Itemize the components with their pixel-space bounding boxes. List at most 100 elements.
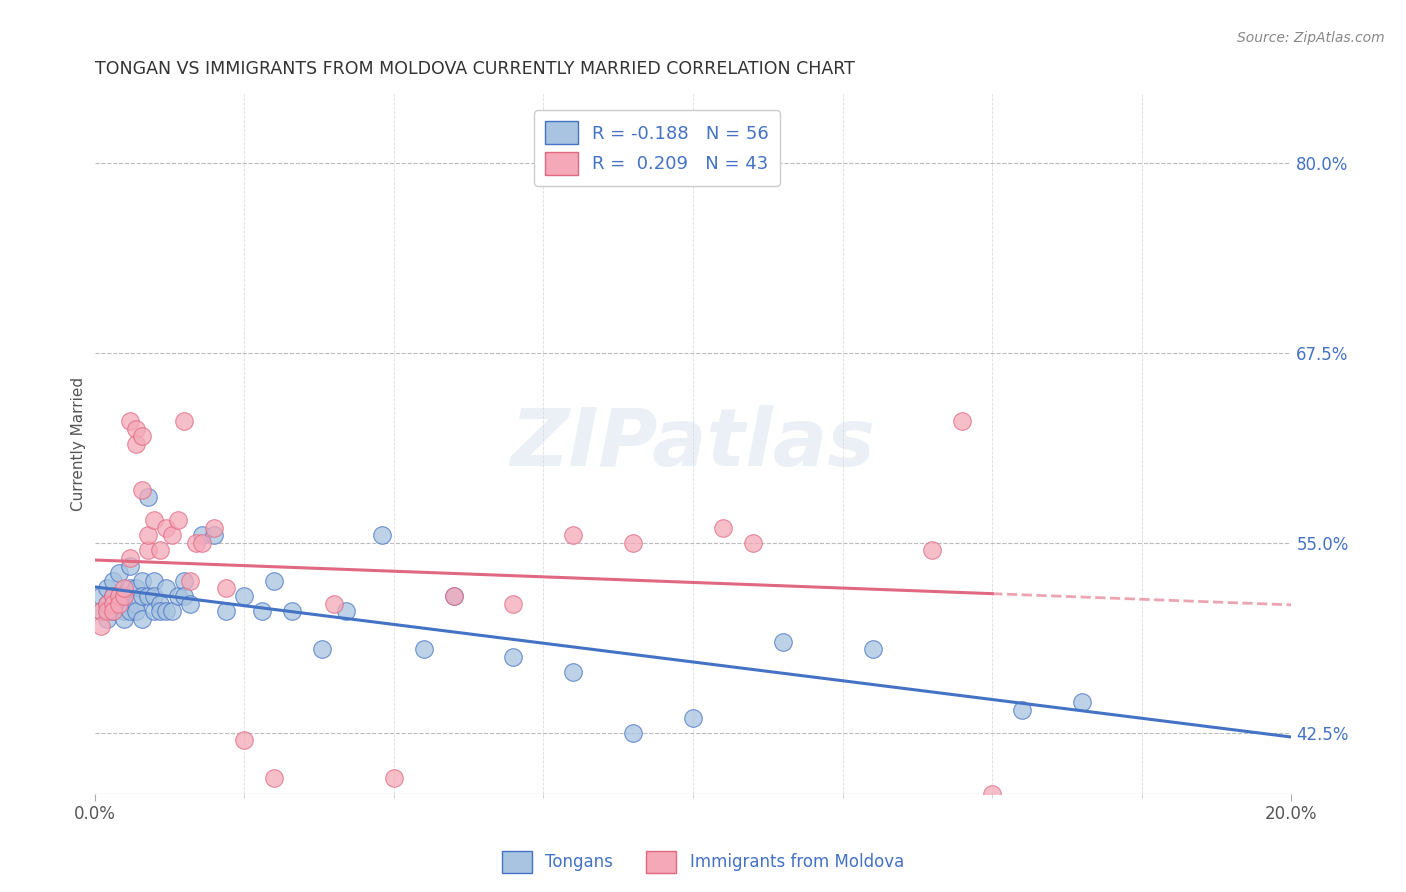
Point bbox=[90, 604, 112, 618]
Point bbox=[96, 582, 118, 596]
Point bbox=[131, 483, 153, 497]
Point bbox=[186, 536, 208, 550]
Point bbox=[131, 589, 153, 603]
Legend: R = -0.188   N = 56, R =  0.209   N = 43: R = -0.188 N = 56, R = 0.209 N = 43 bbox=[534, 111, 780, 186]
Point bbox=[125, 437, 148, 451]
Point bbox=[502, 649, 524, 664]
Point bbox=[96, 597, 118, 611]
Point bbox=[741, 536, 763, 550]
Point bbox=[138, 589, 160, 603]
Point bbox=[1071, 696, 1094, 710]
Point bbox=[412, 642, 434, 657]
Point bbox=[90, 589, 112, 603]
Point bbox=[233, 733, 256, 747]
Point bbox=[173, 574, 195, 588]
Point bbox=[101, 574, 124, 588]
Point bbox=[443, 589, 465, 603]
Point bbox=[281, 604, 304, 618]
Point bbox=[155, 604, 177, 618]
Point bbox=[202, 528, 225, 542]
Point bbox=[502, 597, 524, 611]
Point bbox=[120, 604, 142, 618]
Point bbox=[138, 543, 160, 558]
Point bbox=[96, 597, 118, 611]
Point bbox=[382, 772, 405, 786]
Text: Source: ZipAtlas.com: Source: ZipAtlas.com bbox=[1237, 31, 1385, 45]
Point bbox=[233, 589, 256, 603]
Point bbox=[131, 574, 153, 588]
Point bbox=[263, 772, 285, 786]
Point bbox=[682, 711, 704, 725]
Point bbox=[167, 589, 190, 603]
Point bbox=[120, 558, 142, 573]
Point bbox=[120, 551, 142, 566]
Point bbox=[155, 521, 177, 535]
Point bbox=[250, 604, 273, 618]
Point bbox=[443, 589, 465, 603]
Point bbox=[981, 787, 1004, 801]
Point bbox=[1011, 703, 1033, 717]
Point bbox=[131, 429, 153, 443]
Point bbox=[114, 612, 136, 626]
Point bbox=[125, 582, 148, 596]
Point bbox=[562, 665, 585, 679]
Point bbox=[621, 536, 644, 550]
Point bbox=[107, 589, 129, 603]
Point bbox=[179, 597, 201, 611]
Point bbox=[114, 589, 136, 603]
Point bbox=[143, 513, 166, 527]
Point bbox=[138, 528, 160, 542]
Point bbox=[950, 414, 973, 428]
Point bbox=[125, 422, 148, 436]
Legend: Tongans, Immigrants from Moldova: Tongans, Immigrants from Moldova bbox=[495, 845, 911, 880]
Point bbox=[149, 543, 172, 558]
Point bbox=[191, 536, 214, 550]
Point bbox=[711, 521, 734, 535]
Point bbox=[167, 513, 190, 527]
Point bbox=[101, 589, 124, 603]
Point bbox=[107, 566, 129, 581]
Point bbox=[173, 414, 195, 428]
Point bbox=[149, 597, 172, 611]
Point bbox=[921, 543, 943, 558]
Point bbox=[621, 726, 644, 740]
Point bbox=[114, 597, 136, 611]
Point bbox=[96, 612, 118, 626]
Point bbox=[263, 574, 285, 588]
Y-axis label: Currently Married: Currently Married bbox=[72, 377, 86, 511]
Point bbox=[120, 582, 142, 596]
Point bbox=[101, 604, 124, 618]
Point bbox=[179, 574, 201, 588]
Point bbox=[862, 642, 884, 657]
Point bbox=[120, 414, 142, 428]
Point bbox=[162, 604, 184, 618]
Point bbox=[191, 528, 214, 542]
Point bbox=[125, 597, 148, 611]
Point bbox=[335, 604, 357, 618]
Point bbox=[202, 521, 225, 535]
Point bbox=[114, 582, 136, 596]
Point bbox=[107, 597, 129, 611]
Point bbox=[125, 604, 148, 618]
Point bbox=[114, 604, 136, 618]
Point bbox=[90, 619, 112, 633]
Point bbox=[149, 604, 172, 618]
Point bbox=[131, 612, 153, 626]
Point bbox=[143, 589, 166, 603]
Text: ZIPatlas: ZIPatlas bbox=[510, 405, 876, 483]
Point bbox=[101, 589, 124, 603]
Point bbox=[138, 490, 160, 504]
Point bbox=[562, 528, 585, 542]
Point bbox=[90, 604, 112, 618]
Point bbox=[155, 582, 177, 596]
Point bbox=[371, 528, 394, 542]
Point bbox=[101, 597, 124, 611]
Point bbox=[143, 604, 166, 618]
Point bbox=[96, 604, 118, 618]
Point bbox=[215, 604, 238, 618]
Point bbox=[323, 597, 346, 611]
Point bbox=[311, 642, 333, 657]
Point bbox=[101, 604, 124, 618]
Point bbox=[772, 634, 794, 648]
Point bbox=[215, 582, 238, 596]
